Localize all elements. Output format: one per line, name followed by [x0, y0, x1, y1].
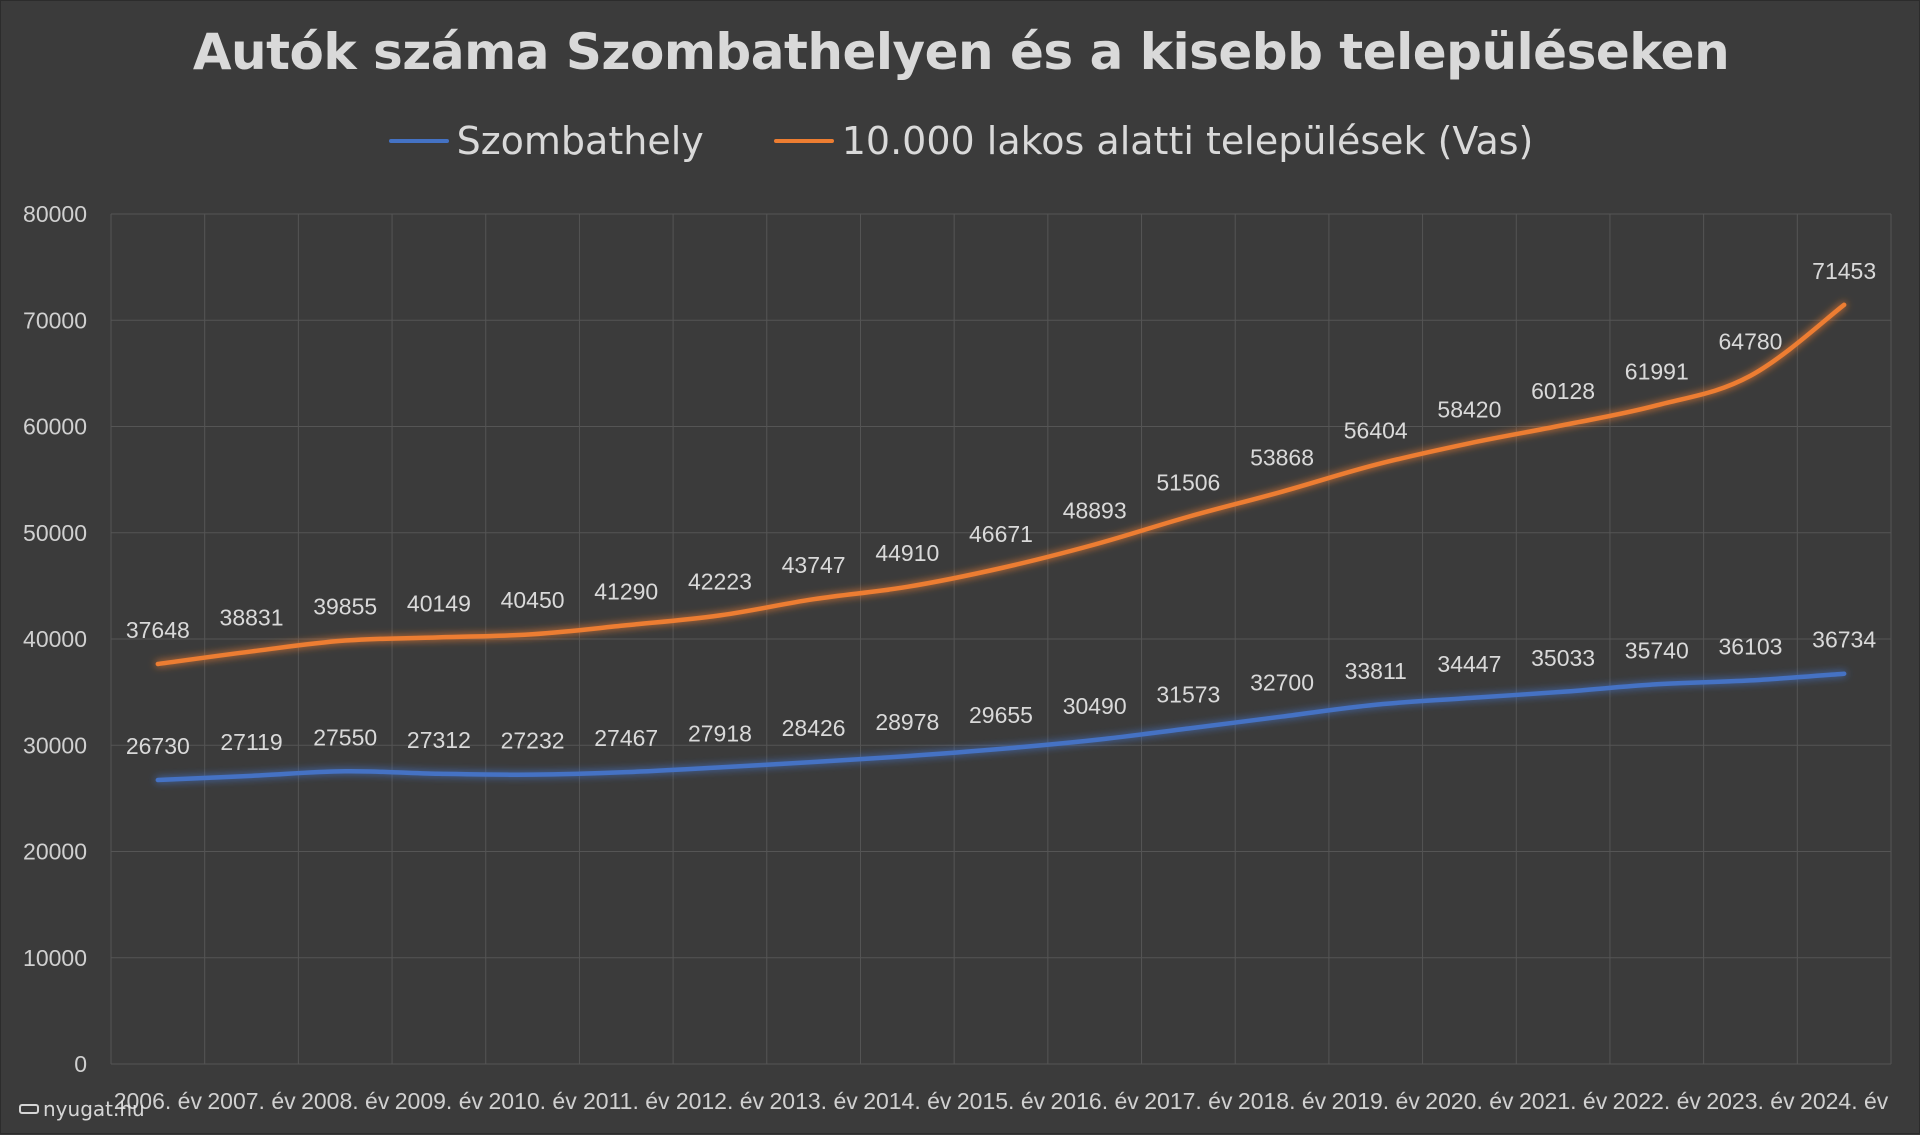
x-tick-label: 2007. év: [207, 1088, 296, 1114]
y-tick-label: 60000: [23, 414, 87, 440]
data-label-szombathely: 27119: [220, 729, 282, 755]
chart-legend: Szombathely 10.000 lakos alatti települé…: [1, 119, 1920, 163]
data-label-szombathely: 35740: [1625, 637, 1689, 663]
legend-label-small-settlements: 10.000 lakos alatti települések (Vas): [841, 119, 1534, 163]
series-line-szombathely: [155, 671, 1847, 783]
data-label-szombathely: 34447: [1437, 651, 1501, 677]
watermark-text: nyugat.hu: [43, 1097, 145, 1121]
y-tick-label: 20000: [23, 839, 87, 865]
x-tick-label: 2019. év: [1332, 1088, 1421, 1114]
x-tick-label: 2014. év: [863, 1088, 952, 1114]
x-tick-label: 2011. év: [583, 1088, 670, 1114]
x-tick-label: 2017. év: [1144, 1088, 1233, 1114]
data-label-szombathely: 27550: [313, 724, 377, 750]
data-label-szombathely: 32700: [1250, 670, 1314, 696]
x-tick-label: 2009. év: [395, 1088, 484, 1114]
data-label-szombathely: 35033: [1531, 645, 1595, 671]
y-tick-label: 50000: [23, 520, 87, 546]
data-label-szombathely: 26730: [126, 733, 190, 759]
x-tick-label: 2013. év: [770, 1088, 859, 1114]
data-label-small-settlements: 40149: [407, 590, 471, 616]
x-tick-label: 2018. év: [1238, 1088, 1327, 1114]
data-label-small-settlements: 64780: [1718, 329, 1782, 355]
data-label-szombathely: 29655: [969, 702, 1033, 728]
data-label-small-settlements: 56404: [1344, 418, 1408, 444]
x-tick-label: 2015. év: [957, 1088, 1046, 1114]
legend-item-small-settlements: 10.000 lakos alatti települések (Vas): [773, 119, 1534, 163]
data-label-szombathely: 33811: [1345, 658, 1407, 684]
data-label-szombathely: 36103: [1718, 633, 1782, 659]
watermark-logo-icon: [19, 1104, 39, 1114]
y-tick-label: 10000: [23, 945, 87, 971]
data-label-small-settlements: 58420: [1437, 396, 1501, 422]
data-label-small-settlements: 71453: [1812, 258, 1876, 284]
legend-label-szombathely: Szombathely: [456, 119, 704, 163]
x-tick-label: 2022. év: [1613, 1088, 1702, 1114]
data-label-small-settlements: 44910: [875, 540, 939, 566]
x-tick-label: 2012. év: [676, 1088, 765, 1114]
data-label-szombathely: 36734: [1812, 627, 1876, 653]
data-label-small-settlements: 37648: [126, 617, 190, 643]
data-label-small-settlements: 48893: [1063, 498, 1127, 524]
data-label-small-settlements: 42223: [688, 568, 752, 594]
legend-swatch-szombathely: [388, 139, 449, 143]
data-label-szombathely: 31573: [1156, 682, 1220, 708]
series-line-small-settlements: [155, 302, 1847, 667]
x-tick-label: 2023. év: [1706, 1088, 1795, 1114]
watermark: nyugat.hu: [19, 1097, 145, 1121]
data-label-small-settlements: 40450: [501, 587, 565, 613]
data-label-szombathely: 27467: [594, 725, 658, 751]
y-tick-label: 30000: [23, 732, 87, 758]
data-label-small-settlements: 61991: [1625, 358, 1689, 384]
data-label-small-settlements: 41290: [594, 578, 658, 604]
data-label-small-settlements: 60128: [1531, 378, 1595, 404]
x-tick-label: 2010. év: [488, 1088, 577, 1114]
data-label-szombathely: 27918: [688, 720, 752, 746]
data-label-small-settlements: 38831: [220, 604, 284, 630]
x-tick-label: 2020. év: [1425, 1088, 1514, 1114]
data-label-small-settlements: 53868: [1250, 445, 1314, 471]
legend-item-szombathely: Szombathely: [388, 119, 704, 163]
data-label-small-settlements: 51506: [1156, 470, 1220, 496]
y-tick-label: 0: [74, 1051, 87, 1077]
data-label-szombathely: 28426: [782, 715, 846, 741]
x-tick-label: 2021. év: [1519, 1088, 1608, 1114]
x-tick-label: 2008. év: [301, 1088, 390, 1114]
x-tick-label: 2006. év: [114, 1088, 203, 1114]
data-label-small-settlements: 46671: [969, 521, 1033, 547]
data-label-szombathely: 28978: [875, 709, 939, 735]
legend-swatch-small-settlements: [773, 139, 834, 143]
data-label-small-settlements: 39855: [313, 594, 377, 620]
chart-title: Autók száma Szombathelyen és a kisebb te…: [192, 23, 1730, 81]
y-tick-label: 40000: [23, 626, 87, 652]
x-tick-label: 2024. év: [1800, 1088, 1889, 1114]
y-tick-label: 70000: [23, 307, 87, 333]
data-label-small-settlements: 43747: [782, 552, 846, 578]
y-tick-label: 80000: [23, 201, 87, 227]
data-label-szombathely: 27312: [407, 727, 471, 753]
x-tick-label: 2016. év: [1051, 1088, 1140, 1114]
data-label-szombathely: 27232: [501, 728, 565, 754]
data-label-szombathely: 30490: [1063, 693, 1127, 719]
